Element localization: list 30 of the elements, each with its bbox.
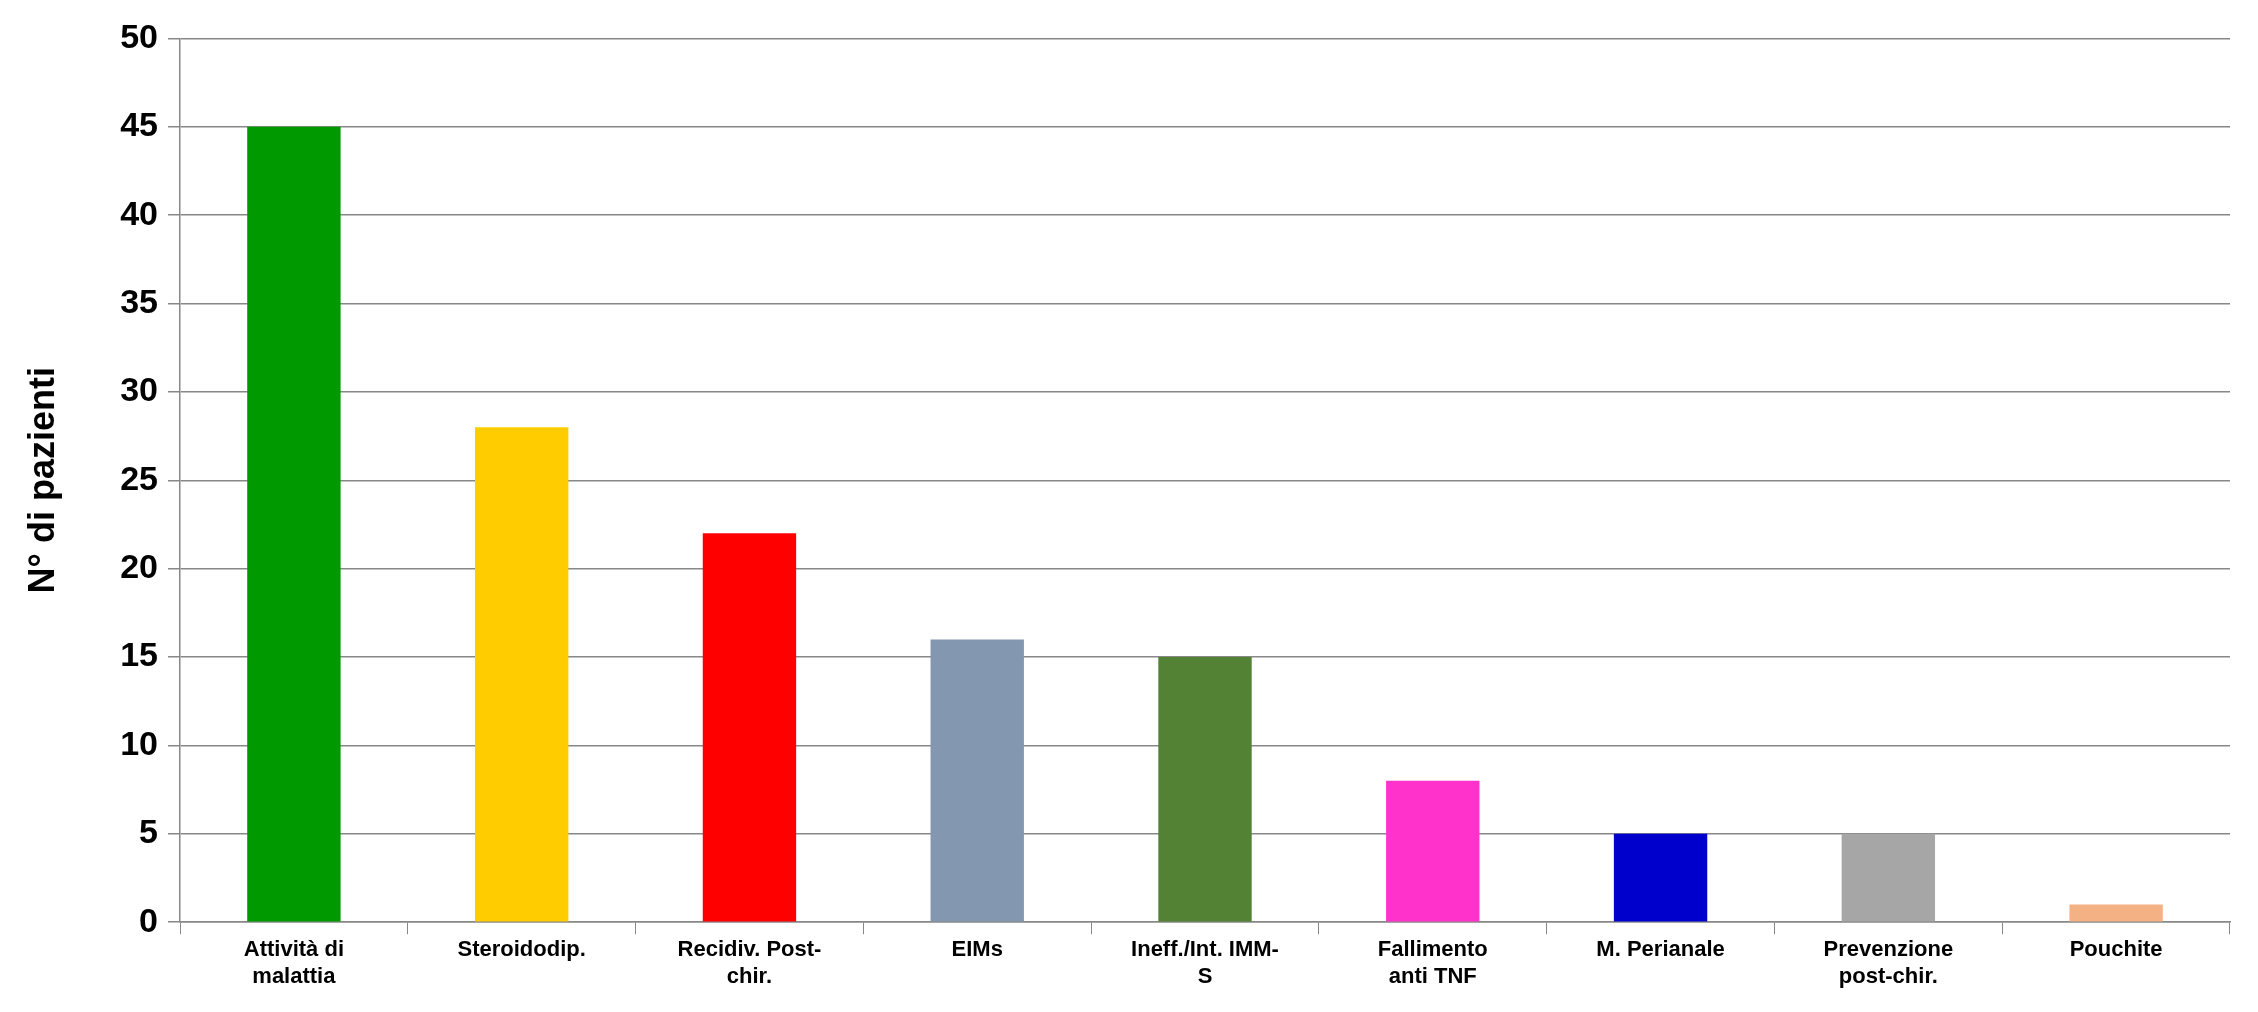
- bar: [930, 639, 1024, 922]
- bar: [1613, 833, 1708, 922]
- y-axis-title: N° di pazienti: [20, 367, 62, 594]
- y-tick-label: 10: [120, 723, 159, 762]
- x-tick-label: Attività di malattia: [243, 936, 345, 988]
- bar: [702, 533, 797, 922]
- y-tick-label: 25: [120, 458, 159, 497]
- y-tick-label: 15: [120, 635, 159, 674]
- x-tick-label: Pouchite: [2069, 936, 2163, 962]
- y-tick-label: 30: [120, 370, 159, 409]
- x-tick-label: M. Perianale: [1596, 936, 1725, 962]
- y-tick-label: 50: [120, 16, 159, 55]
- bar: [2069, 904, 2163, 922]
- x-tick-label: Prevenzione post-chir.: [1823, 936, 1954, 988]
- bar: [474, 427, 569, 922]
- bar: [1386, 780, 1480, 922]
- y-tick-label: 35: [120, 281, 159, 320]
- x-tick-label: Steroidodip.: [457, 936, 586, 962]
- y-tick-label: 5: [139, 812, 159, 851]
- x-tick-label: Recidiv. Post-chir.: [677, 936, 822, 988]
- y-tick-label: 0: [139, 900, 159, 939]
- bar: [1158, 657, 1252, 922]
- y-tick-label: 40: [120, 193, 159, 232]
- x-tick-label: Fallimento anti TNF: [1377, 936, 1488, 988]
- y-tick-label: 45: [120, 105, 159, 144]
- x-tick-label: EIMs: [951, 936, 1003, 962]
- y-tick-label: 20: [120, 547, 159, 586]
- x-tick-label: Ineff./Int. IMM-S: [1131, 936, 1279, 988]
- bar: [1841, 833, 1936, 922]
- bar: [247, 126, 341, 922]
